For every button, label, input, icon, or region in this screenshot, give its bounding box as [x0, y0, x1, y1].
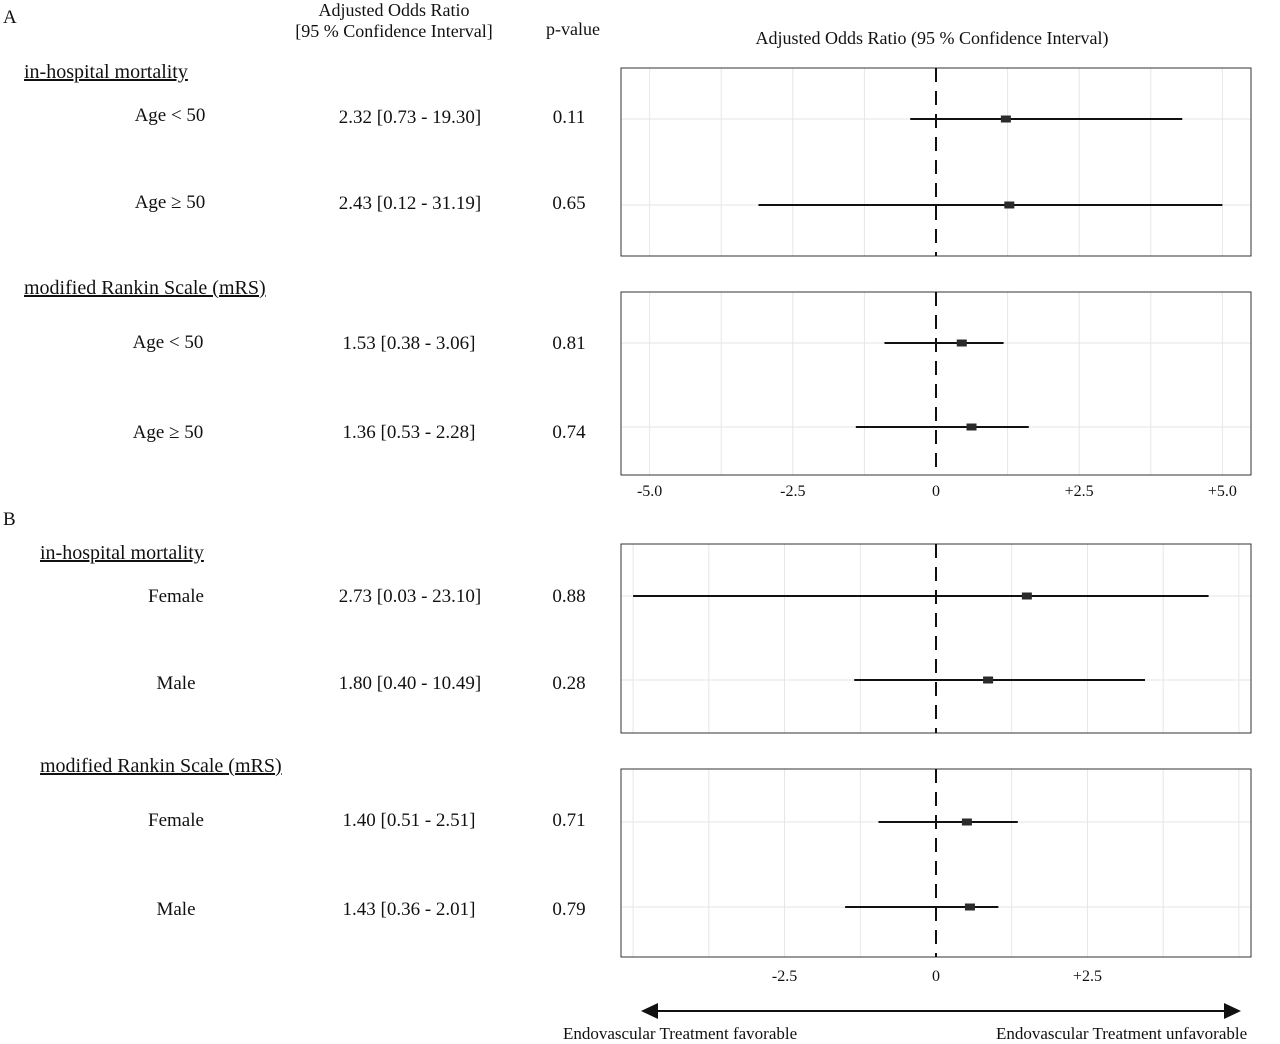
section-title-a-mortality: in-hospital mortality: [24, 61, 188, 83]
row-label: Male: [156, 899, 196, 920]
x-tick-label: -5.0: [637, 483, 662, 500]
point-estimate: [964, 903, 975, 911]
panel-letter-a: A: [3, 7, 17, 28]
pvalue-column-header: p-value: [546, 19, 600, 39]
or-header-line1: Adjusted Odds Ratio: [318, 0, 470, 20]
section-title-b-mortality: in-hospital mortality: [40, 542, 204, 564]
x-tick-label: 0: [932, 483, 940, 500]
row-pvalue: 0.28: [552, 673, 586, 694]
row-or-ci: 1.80 [0.40 - 10.49]: [338, 673, 482, 694]
point-estimate: [1000, 115, 1011, 123]
row-label: Female: [148, 586, 204, 607]
arrow-left-head: [641, 1003, 658, 1019]
arrow-right-head: [1224, 1003, 1241, 1019]
row-pvalue: 0.71: [552, 810, 586, 831]
plot-title: Adjusted Odds Ratio (95 % Confidence Int…: [755, 28, 1109, 48]
x-tick-label: 0: [932, 968, 940, 985]
unfavorable-label: Endovascular Treatment unfavorable: [996, 1024, 1248, 1043]
row-or-ci: 1.40 [0.51 - 2.51]: [342, 810, 476, 831]
panel-letter-b: B: [3, 509, 16, 530]
row-pvalue: 0.81: [552, 333, 586, 354]
x-tick-label: +5.0: [1208, 483, 1237, 500]
row-or-ci: 1.53 [0.38 - 3.06]: [342, 333, 476, 354]
favorable-label: Endovascular Treatment favorable: [563, 1024, 798, 1043]
row-pvalue: 0.79: [552, 899, 586, 920]
row-label: Female: [148, 810, 204, 831]
section-title-a-mrs: modified Rankin Scale (mRS): [24, 277, 266, 299]
row-or-ci: 1.43 [0.36 - 2.01]: [342, 899, 476, 920]
row-label: Age ≥ 50: [134, 192, 206, 213]
section-title-b-mrs: modified Rankin Scale (mRS): [40, 755, 282, 777]
x-tick-label: -2.5: [780, 483, 805, 500]
row-label: Age ≥ 50: [132, 422, 204, 443]
row-pvalue: 0.88: [552, 586, 586, 607]
row-pvalue: 0.74: [552, 422, 586, 443]
row-label: Age < 50: [132, 332, 204, 353]
row-or-ci: 2.32 [0.73 - 19.30]: [338, 107, 482, 128]
or-header-line2: [95 % Confidence Interval]: [295, 21, 493, 41]
row-or-ci: 2.43 [0.12 - 31.19]: [338, 193, 482, 214]
point-estimate: [983, 676, 994, 684]
x-tick-label: +2.5: [1065, 483, 1094, 500]
point-estimate: [1004, 201, 1015, 209]
x-tick-label: -2.5: [772, 968, 797, 985]
row-label: Male: [156, 673, 196, 694]
row-pvalue: 0.11: [552, 107, 586, 128]
point-estimate: [961, 818, 972, 826]
row-pvalue: 0.65: [552, 193, 586, 214]
or-column-header: Adjusted Odds Ratio [95 % Confidence Int…: [295, 0, 492, 42]
point-estimate: [966, 423, 977, 431]
point-estimate: [956, 339, 967, 347]
row-label: Age < 50: [134, 105, 206, 126]
row-or-ci: 2.73 [0.03 - 23.10]: [338, 586, 482, 607]
x-tick-label: +2.5: [1073, 968, 1102, 985]
point-estimate: [1021, 592, 1032, 600]
row-or-ci: 1.36 [0.53 - 2.28]: [342, 422, 476, 443]
